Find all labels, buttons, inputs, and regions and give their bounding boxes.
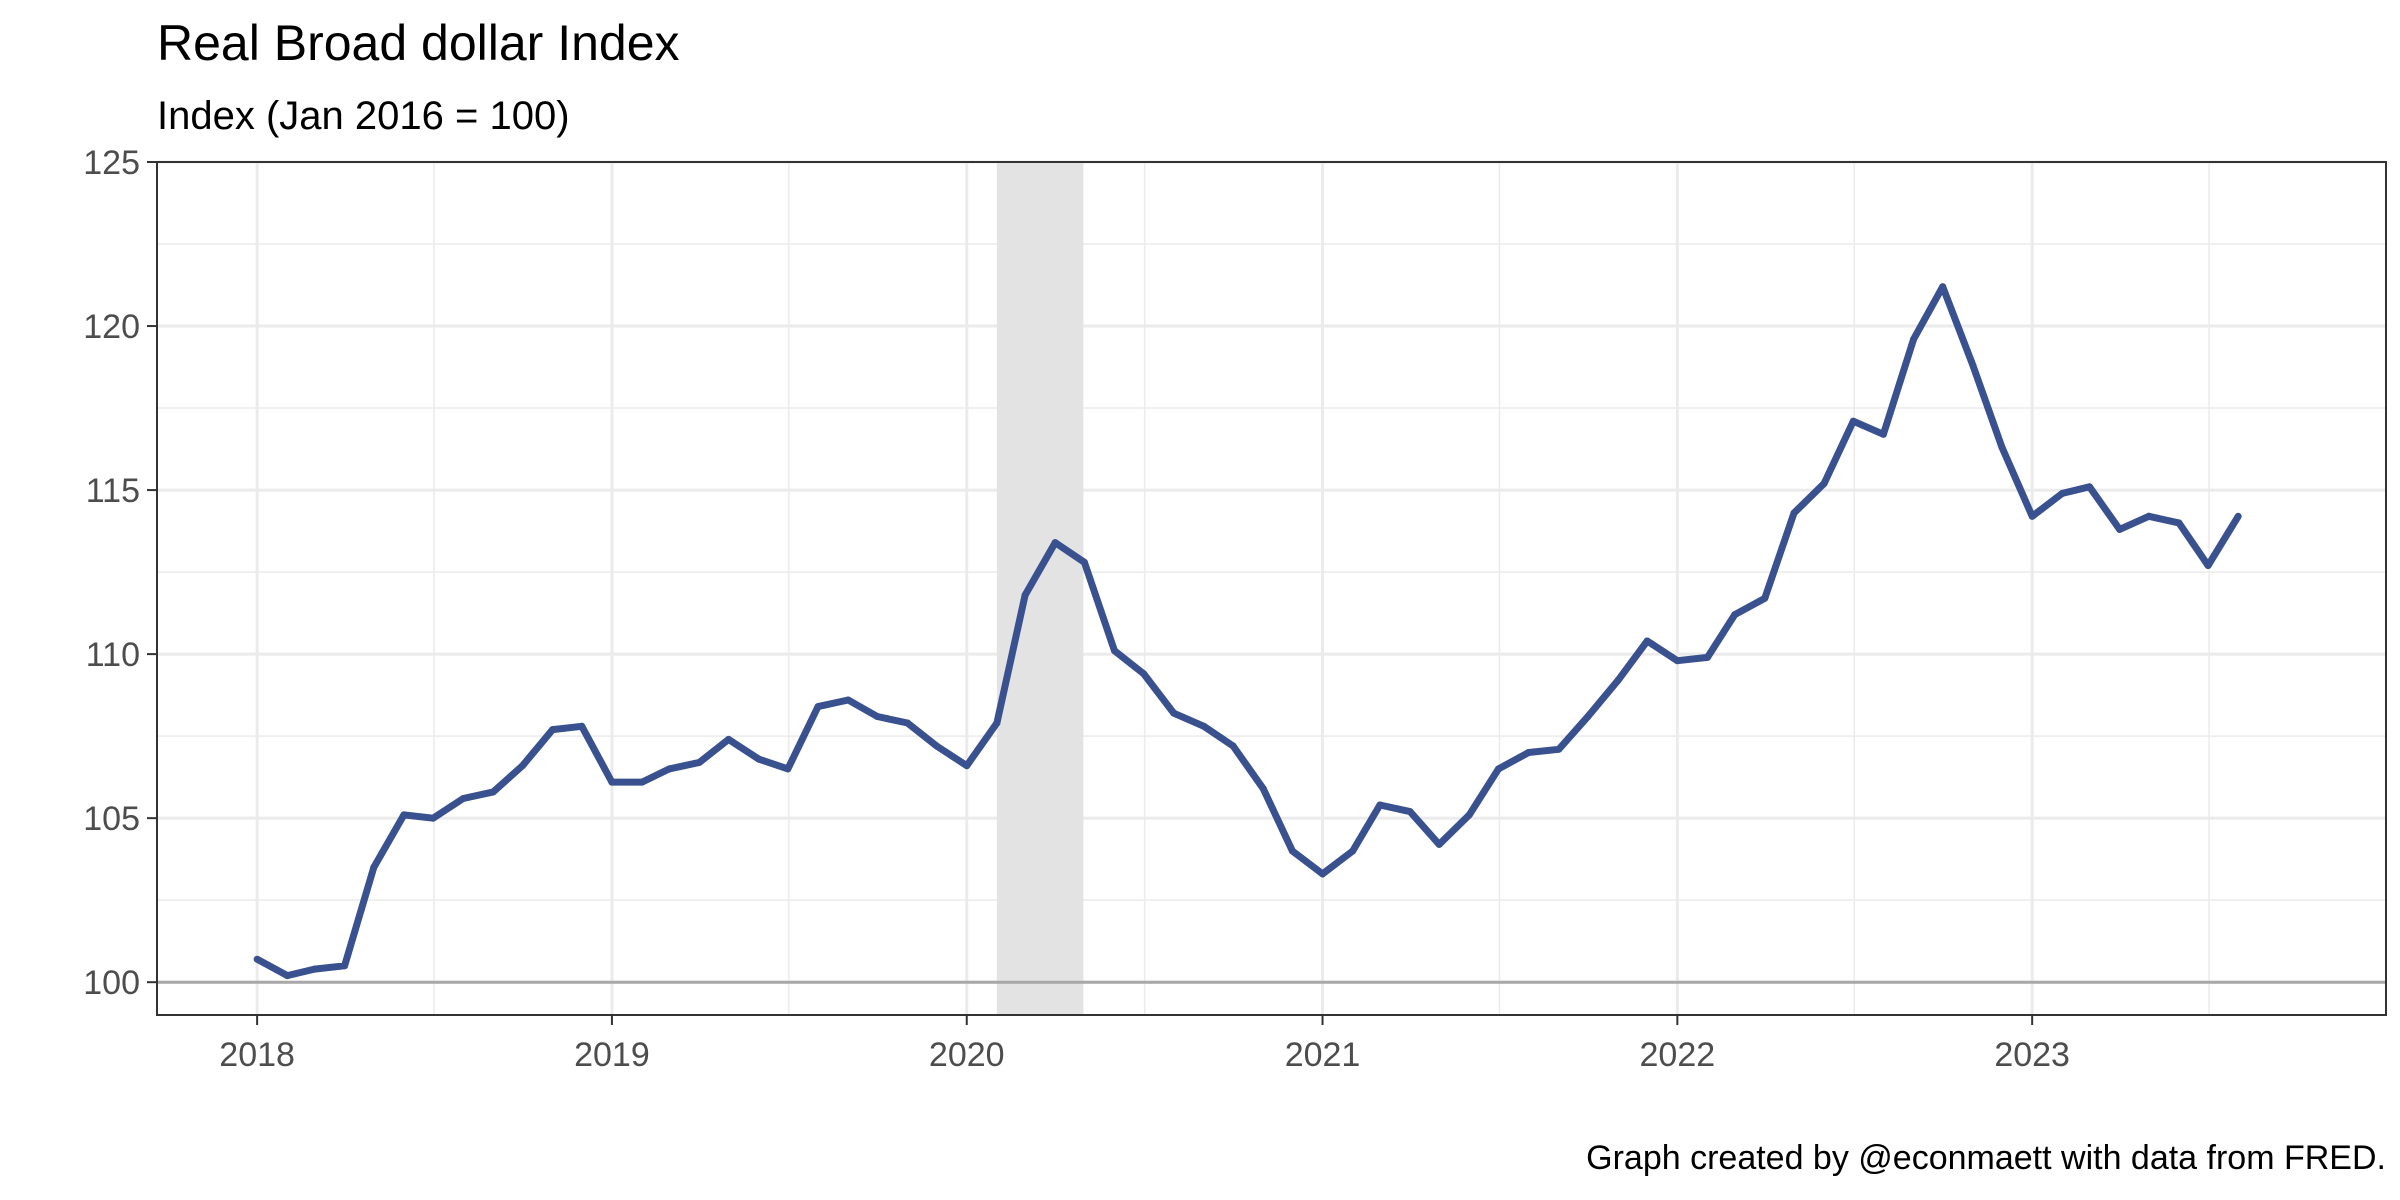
- data-point: [1910, 335, 1918, 343]
- data-point: [1761, 594, 1769, 602]
- x-tick-label: 2018: [219, 1036, 295, 1074]
- data-point: [1820, 480, 1828, 487]
- data-point: [1584, 713, 1592, 720]
- data-point: [665, 765, 673, 773]
- y-tick-label: 100: [83, 964, 140, 1002]
- data-point: [1288, 847, 1296, 855]
- data-point: [459, 795, 467, 802]
- x-tick-label: 2019: [574, 1036, 650, 1074]
- data-point: [844, 696, 852, 704]
- data-point: [1614, 676, 1622, 684]
- data-point: [2234, 512, 2242, 520]
- data-point: [873, 713, 881, 720]
- data-point: [1319, 870, 1326, 878]
- data-point: [2058, 489, 2066, 497]
- data-point: [1021, 591, 1029, 599]
- data-point: [814, 703, 822, 711]
- data-point: [2028, 512, 2036, 520]
- recession-band: [996, 162, 1084, 1015]
- data-point: [1939, 283, 1947, 291]
- data-point: [429, 814, 437, 822]
- data-point: [755, 755, 763, 763]
- data-point: [608, 778, 616, 786]
- data-point: [2175, 519, 2183, 527]
- data-point: [1673, 657, 1681, 665]
- data-point: [1435, 840, 1443, 848]
- data-point: [311, 965, 318, 973]
- data-point: [1849, 417, 1857, 425]
- x-axis: 2018 2019 2020 2021 2022 2023: [219, 1015, 2070, 1074]
- y-tick-label: 110: [86, 636, 140, 674]
- data-point: [1170, 709, 1178, 717]
- data-point: [725, 735, 733, 743]
- data-point: [1555, 745, 1563, 753]
- data-point: [1969, 361, 1977, 369]
- data-point: [2204, 562, 2212, 569]
- data-point: [2116, 525, 2124, 533]
- data-point: [400, 811, 408, 819]
- data-point: [1790, 509, 1798, 517]
- y-tick-label: 120: [83, 308, 140, 346]
- data-point: [638, 778, 646, 786]
- data-point: [519, 762, 526, 770]
- data-point: [1704, 653, 1711, 661]
- x-tick-label: 2022: [1640, 1036, 1716, 1074]
- data-point: [784, 765, 792, 773]
- data-point: [341, 962, 349, 970]
- data-point: [370, 863, 378, 871]
- y-tick-label: 125: [83, 144, 140, 182]
- data-point: [1998, 443, 2006, 451]
- y-axis: 100 105 110 115 120 125: [83, 144, 157, 1002]
- data-point: [578, 722, 586, 730]
- x-tick-label: 2023: [1994, 1036, 2070, 1074]
- data-point: [1465, 811, 1473, 819]
- data-point: [1643, 637, 1651, 645]
- data-point: [549, 726, 557, 734]
- data-point: [963, 762, 971, 770]
- chart-subtitle: Index (Jan 2016 = 100): [157, 94, 570, 138]
- data-point: [1731, 611, 1739, 619]
- data-points: [253, 283, 2242, 980]
- panel-border: [156, 161, 2387, 1016]
- data-point: [2086, 483, 2093, 491]
- data-point: [1080, 558, 1088, 566]
- y-tick-label: 105: [83, 800, 140, 838]
- chart-title: Real Broad dollar Index: [157, 15, 680, 71]
- data-point: [1376, 801, 1384, 809]
- minor-gridlines: [157, 162, 2386, 1015]
- data-point: [283, 972, 291, 980]
- chart-caption: Graph created by @econmaett with data fr…: [1586, 1139, 2386, 1177]
- series-line: [255, 283, 2242, 980]
- data-point: [695, 758, 703, 766]
- data-point: [1111, 647, 1118, 655]
- data-point: [1259, 785, 1267, 793]
- data-point: [933, 742, 941, 750]
- data-point: [993, 719, 1001, 727]
- plot-panel: [157, 162, 2386, 1015]
- x-tick-label: 2021: [1285, 1036, 1361, 1074]
- data-point: [1406, 808, 1414, 816]
- data-point: [904, 719, 911, 727]
- data-point: [1200, 722, 1208, 730]
- data-point: [1140, 670, 1148, 678]
- x-tick-label: 2020: [929, 1036, 1005, 1074]
- data-point: [253, 955, 261, 963]
- data-point: [489, 788, 497, 796]
- data-point: [1051, 539, 1059, 547]
- data-point: [1229, 742, 1237, 750]
- data-point: [1525, 749, 1533, 756]
- data-point: [1879, 430, 1887, 438]
- data-point: [1349, 847, 1357, 855]
- data-point: [1495, 765, 1502, 773]
- data-point: [2145, 512, 2153, 520]
- y-tick-label: 115: [86, 472, 140, 510]
